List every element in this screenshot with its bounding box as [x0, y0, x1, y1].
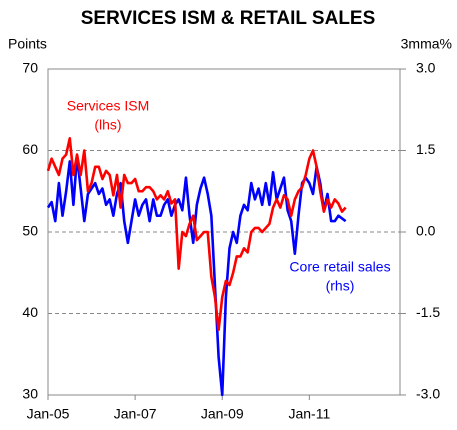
- annotation: Core retail sales: [289, 259, 390, 275]
- x-tick-label: Jan-07: [114, 406, 157, 422]
- y-tick-label: 50: [22, 223, 38, 239]
- x-tick-label: Jan-09: [201, 406, 244, 422]
- y-axis-label: Points: [8, 36, 47, 52]
- y-tick-label: 30: [22, 386, 38, 402]
- y-tick-label: 70: [22, 60, 38, 76]
- line-series: [46, 154, 347, 397]
- plot-frame: [47, 68, 401, 396]
- chart-title: SERVICES ISM & RETAIL SALES: [81, 8, 376, 29]
- y-tick-label: 60: [22, 141, 38, 157]
- annotation: (rhs): [326, 278, 355, 294]
- line-series: [46, 136, 347, 332]
- x-tick-label: Jan-05: [27, 406, 70, 422]
- x-tick-label: Jan-11: [288, 406, 330, 422]
- y2-tick-label: -1.5: [416, 304, 440, 320]
- y2-axis-label: 3mma%: [401, 36, 452, 52]
- y2-tick-label: 1.5: [416, 141, 436, 157]
- y-tick-label: 40: [22, 304, 38, 320]
- y2-tick-label: 0.0: [416, 223, 436, 239]
- y2-tick-label: 3.0: [416, 60, 436, 76]
- annotation: (lhs): [94, 117, 121, 133]
- y2-tick-label: -3.0: [416, 386, 440, 402]
- annotation: Services ISM: [67, 98, 149, 114]
